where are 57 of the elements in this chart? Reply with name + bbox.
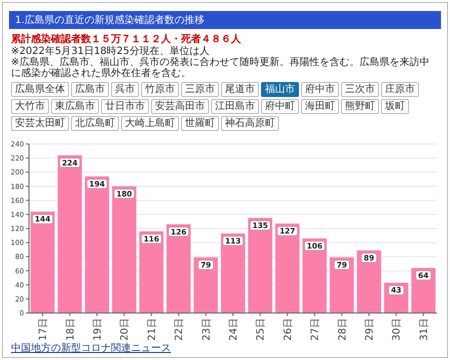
x-tick-label: 24日 [228,318,240,341]
text: 安芸高田市 [151,99,209,114]
bar [194,257,218,313]
bar [58,155,82,313]
text: 三原市 [181,82,219,97]
x-tick-label: 19日 [92,318,104,341]
bar [84,176,110,313]
text: 府中町 [261,99,299,114]
text: 尾道市 [221,82,259,97]
bar [275,224,300,313]
text: 三次市 [341,82,379,97]
text: 大崎上島町 [121,116,179,131]
text: 神石高原町 [221,116,279,131]
bar [248,218,272,313]
x-tick-label: 23日 [201,318,212,341]
text: 広島市 [71,82,109,97]
bar [139,231,164,313]
x-tick-label: 31日 [418,318,430,341]
bar [302,238,327,313]
x-tick-label: 28日 [337,318,348,341]
x-tick-label: 27日 [310,318,322,341]
bar [166,224,191,313]
text: 安芸太田町 [11,116,69,131]
bar [220,233,246,313]
chart-title: 1.広島県の直近の新規感染確認者数の推移 [9,11,441,29]
x-tick-label: 22日 [174,318,186,341]
chart-subtitle: 累計感染確認者数１５万７１１２人・死者４８６人 [11,32,242,46]
text: 呉市 [111,82,139,97]
text: 廿日市市 [101,99,149,114]
x-tick-label: 17日 [38,318,50,341]
bar [330,257,354,313]
bar [112,186,136,313]
text: 坂町 [381,99,409,114]
x-tick-label: 29日 [364,318,376,341]
x-tick-label: 18日 [65,318,76,341]
bar [356,250,382,313]
text: 竹原市 [141,82,179,97]
bar [30,212,55,313]
text: 庄原市 [381,82,419,97]
text: ※広島県、広島市、福山市、呉市の発表に合わせて随時更新。再陽性を含む。広島県を来訪中に感染が確認された県外在住者を含む。 [11,57,430,79]
x-tick-label: 20日 [120,318,131,341]
text: 海田町 [301,99,339,114]
text: ※2022年5月31日18時25分現在、単位は人 [11,46,210,57]
text: 江田島市 [211,99,259,114]
text: 福山市 [261,82,299,97]
text: 東広島市 [51,99,99,114]
text: 中国地方の新型コロナ関連ニュース [11,342,171,355]
x-tick-label: 21日 [146,318,158,341]
text: 広島県全体 [11,82,69,97]
x-tick-label: 25日 [256,318,267,341]
x-tick-label: 26日 [282,318,294,341]
text: 府中市 [301,82,339,97]
text: 大竹市 [11,99,49,114]
text: 熊野町 [341,99,379,114]
text: 世羅町 [181,116,219,131]
x-tick-label: 30日 [392,318,403,341]
text: 北広島町 [71,116,119,131]
